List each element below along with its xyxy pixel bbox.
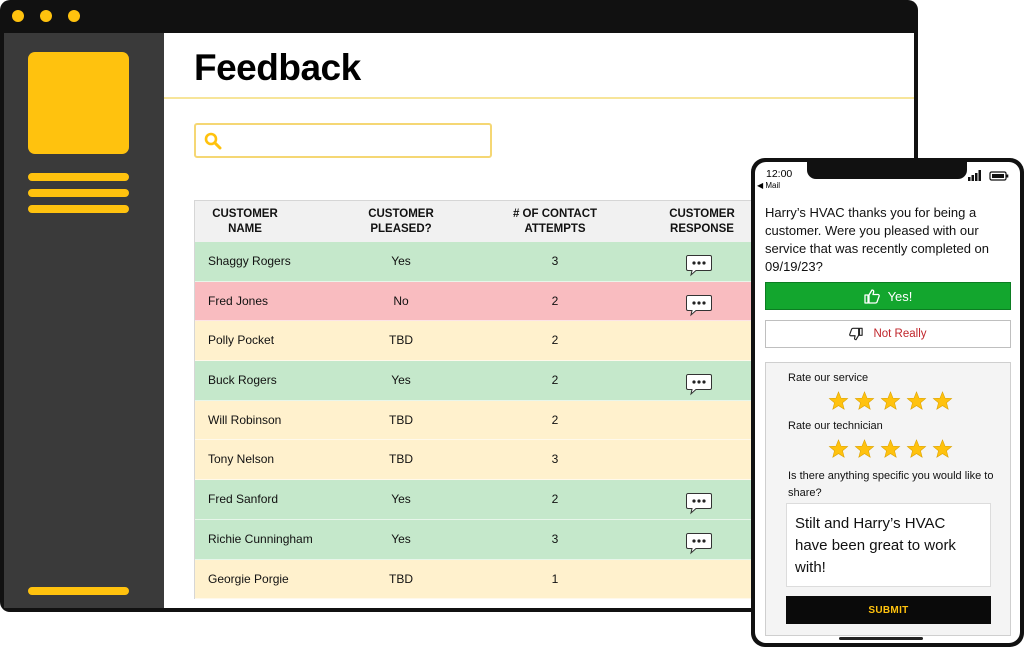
customer-name-cell: Fred Sanford [208,492,279,507]
yes-button[interactable]: Yes! [765,282,1011,310]
customer-name-cell: Will Robinson [208,412,282,427]
home-indicator [839,637,923,640]
star-icon[interactable] [880,439,901,459]
customer-pleased-cell: TBD [389,571,413,586]
star-icon[interactable] [854,391,875,411]
customer-pleased-cell: Yes [391,531,411,546]
signal-battery-icon [968,170,1009,181]
chat-bubble-icon[interactable] [686,373,712,399]
customer-name-cell: Shaggy Rogers [208,254,291,268]
chat-bubble-icon[interactable] [686,492,712,518]
contact-attempts-cell: 1 [551,571,559,586]
chat-bubble-icon[interactable] [686,532,712,558]
thumbs-up-icon [863,288,880,304]
phone-screen: 12:00 ◀ Mail Harry’s HVAC thanks you for… [755,162,1020,643]
search-icon [204,132,222,150]
sidebar-nav-item[interactable] [28,189,129,197]
customer-name-cell: Tony Nelson [208,452,275,467]
sidebar-nav-item[interactable] [28,173,129,181]
column-header-contact-attempts[interactable]: # OF CONTACT ATTEMPTS [512,208,598,235]
table-body: Shaggy Rogers Yes 3 Fred Jones No 2 Polly Pock… [195,242,755,600]
contact-attempts-cell: 2 [551,293,559,308]
chat-bubble-icon[interactable] [686,254,712,280]
share-prompt: Is there anything specific you would lik… [788,470,994,499]
sidebar [4,33,164,608]
contact-attempts-cell: 2 [551,333,559,348]
contact-attempts-cell: 3 [551,452,559,467]
contact-attempts-cell: 2 [551,412,559,427]
customer-pleased-cell: TBD [389,452,413,467]
table-row[interactable]: Will Robinson TBD 2 [195,400,755,441]
back-to-mail-link[interactable]: ◀ Mail [757,181,781,190]
rate-service-label: Rate our service [788,372,869,384]
table-row[interactable]: Georgie Porgie TBD 1 [195,559,755,600]
star-icon[interactable] [906,439,927,459]
share-textarea[interactable]: Stilt and Harry’s HVAC have been great t… [786,503,991,587]
customer-pleased-cell: Yes [391,254,411,268]
contact-attempts-cell: 3 [551,531,559,546]
customer-name-cell: Polly Pocket [208,333,275,348]
chat-bubble-icon[interactable] [686,294,712,320]
phone-mockup: 12:00 ◀ Mail Harry’s HVAC thanks you for… [751,158,1024,647]
page-title: Feedback [194,47,361,88]
window-dot-close[interactable] [12,10,24,22]
table-row[interactable]: Buck Rogers Yes 2 [195,361,755,401]
table-row[interactable]: Fred Sanford Yes 2 [195,480,755,520]
not-really-button-label: Not Really [873,328,927,340]
customer-name-cell: Georgie Porgie [208,571,289,586]
column-header-customer-name[interactable]: CUSTOMER NAME [212,208,278,235]
star-icon[interactable] [932,391,953,411]
technician-rating-stars[interactable] [828,439,953,459]
customer-pleased-cell: TBD [389,333,413,348]
table-header: CUSTOMER NAME CUSTOMER PLEASED? # OF CON… [195,200,755,242]
customer-pleased-cell: TBD [389,412,413,427]
customer-name-cell: Buck Rogers [208,373,277,388]
customer-pleased-cell: No [393,293,409,308]
rate-technician-label: Rate our technician [788,420,883,432]
table-row[interactable]: Shaggy Rogers Yes 3 [195,242,755,282]
sidebar-footer-item[interactable] [28,587,129,595]
window-dot-minimize[interactable] [40,10,52,22]
star-icon[interactable] [880,391,901,411]
table-row[interactable]: Tony Nelson TBD 3 [195,440,755,481]
feedback-table: CUSTOMER NAME CUSTOMER PLEASED? # OF CON… [194,200,755,600]
title-divider [164,97,914,99]
rating-card: Rate our service Rate our technician Is … [765,362,1011,636]
star-icon[interactable] [854,439,875,459]
survey-message: Harry’s HVAC thanks you for being a cust… [765,205,989,274]
not-really-button[interactable]: Not Really [765,320,1011,348]
submit-button[interactable]: SUBMIT [786,596,991,624]
star-icon[interactable] [828,439,849,459]
column-header-customer-response[interactable]: CUSTOMER RESPONSE [669,208,735,235]
customer-pleased-cell: Yes [391,492,411,507]
contact-attempts-cell: 3 [551,254,559,268]
customer-name-cell: Fred Jones [208,293,269,308]
yes-button-label: Yes! [887,288,913,304]
table-row[interactable]: Fred Jones No 2 [195,281,755,322]
star-icon[interactable] [932,439,953,459]
contact-attempts-cell: 2 [551,492,559,507]
search-input[interactable] [194,123,492,158]
table-row[interactable]: Richie Cunningham Yes 3 [195,519,755,560]
column-header-customer-pleased[interactable]: CUSTOMER PLEASED? [368,208,434,235]
table-row[interactable]: Polly Pocket TBD 2 [195,321,755,362]
window-dot-maximize[interactable] [68,10,80,22]
customer-pleased-cell: Yes [391,373,411,388]
status-time: 12:00 [766,168,793,180]
customer-name-cell: Richie Cunningham [208,531,313,546]
sidebar-nav-item[interactable] [28,205,129,213]
thumbs-down-icon [849,327,864,341]
service-rating-stars[interactable] [828,391,953,411]
phone-notch [807,162,967,179]
logo-placeholder [28,52,129,154]
star-icon[interactable] [906,391,927,411]
contact-attempts-cell: 2 [551,373,559,388]
star-icon[interactable] [828,391,849,411]
